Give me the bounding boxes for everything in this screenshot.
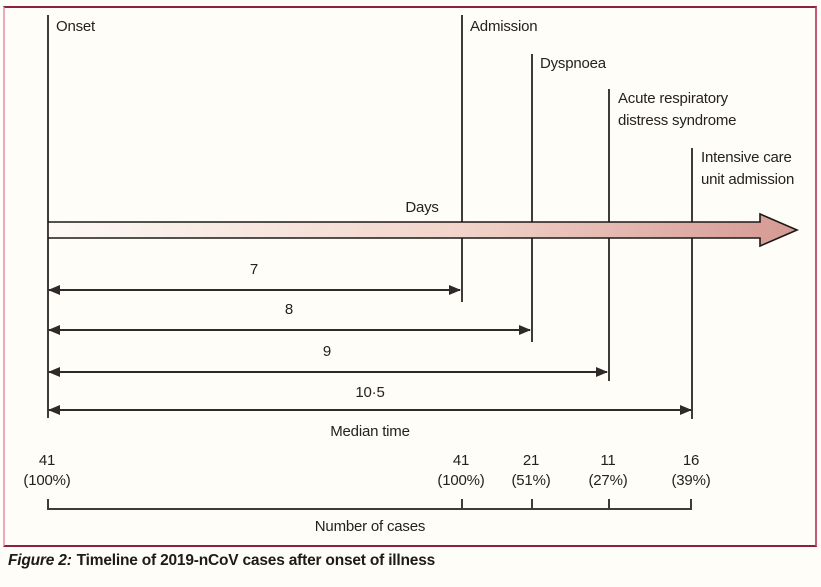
cases-dyspnoea-percent: (51%): [511, 472, 551, 489]
cases-admission-count: 41: [452, 452, 470, 469]
dyspnoea-event-line: [531, 54, 533, 342]
figure-caption: Figure 2: Timeline of 2019-nCoV cases aft…: [8, 552, 435, 570]
figure-frame: [3, 6, 817, 547]
cases-icu: 16 (39%): [649, 451, 733, 491]
cases-onset-percent: (100%): [23, 472, 71, 489]
median-arrow-icu: [48, 404, 692, 415]
median-value-icu: 10·5: [355, 384, 385, 401]
cases-dyspnoea: 21 (51%): [489, 451, 573, 491]
median-time-caption: Median time: [330, 423, 410, 440]
cases-onset-count: 41: [38, 452, 56, 469]
median-arrow-dyspnoea: [48, 324, 531, 335]
cases-dyspnoea-count: 21: [522, 452, 540, 469]
onset-event-line: [47, 15, 49, 418]
median-value-dyspnoea: 8: [284, 301, 294, 318]
cases-icu-count: 16: [682, 452, 700, 469]
dyspnoea-label: Dyspnoea: [540, 55, 606, 72]
cases-bracket: [47, 499, 692, 510]
admission-label: Admission: [470, 18, 538, 35]
cases-icu-percent: (39%): [671, 472, 711, 489]
median-value-ards: 9: [322, 343, 332, 360]
number-of-cases-caption: Number of cases: [314, 518, 426, 535]
onset-label: Onset: [56, 18, 96, 35]
median-arrow-admission: [48, 284, 461, 295]
days-axis-arrow: [48, 212, 800, 248]
ards-label: Acute respiratory distress syndrome: [618, 90, 737, 129]
median-value-admission: 7: [249, 261, 259, 278]
cases-ards: 11 (27%): [566, 451, 650, 491]
figure-caption-number: Figure 2:: [8, 552, 72, 569]
cases-admission-percent: (100%): [437, 472, 485, 489]
days-axis-label: Days: [405, 199, 439, 216]
cases-onset: 41 (100%): [5, 451, 89, 491]
admission-event-line: [461, 15, 463, 302]
median-arrow-ards: [48, 366, 608, 377]
cases-ards-percent: (27%): [588, 472, 628, 489]
cases-ards-count: 11: [600, 452, 616, 469]
figure-caption-title: Timeline of 2019-nCoV cases after onset …: [76, 552, 436, 569]
icu-label: Intensive care unit admission: [701, 149, 795, 188]
cases-admission: 41 (100%): [419, 451, 503, 491]
icu-event-line: [691, 148, 693, 419]
